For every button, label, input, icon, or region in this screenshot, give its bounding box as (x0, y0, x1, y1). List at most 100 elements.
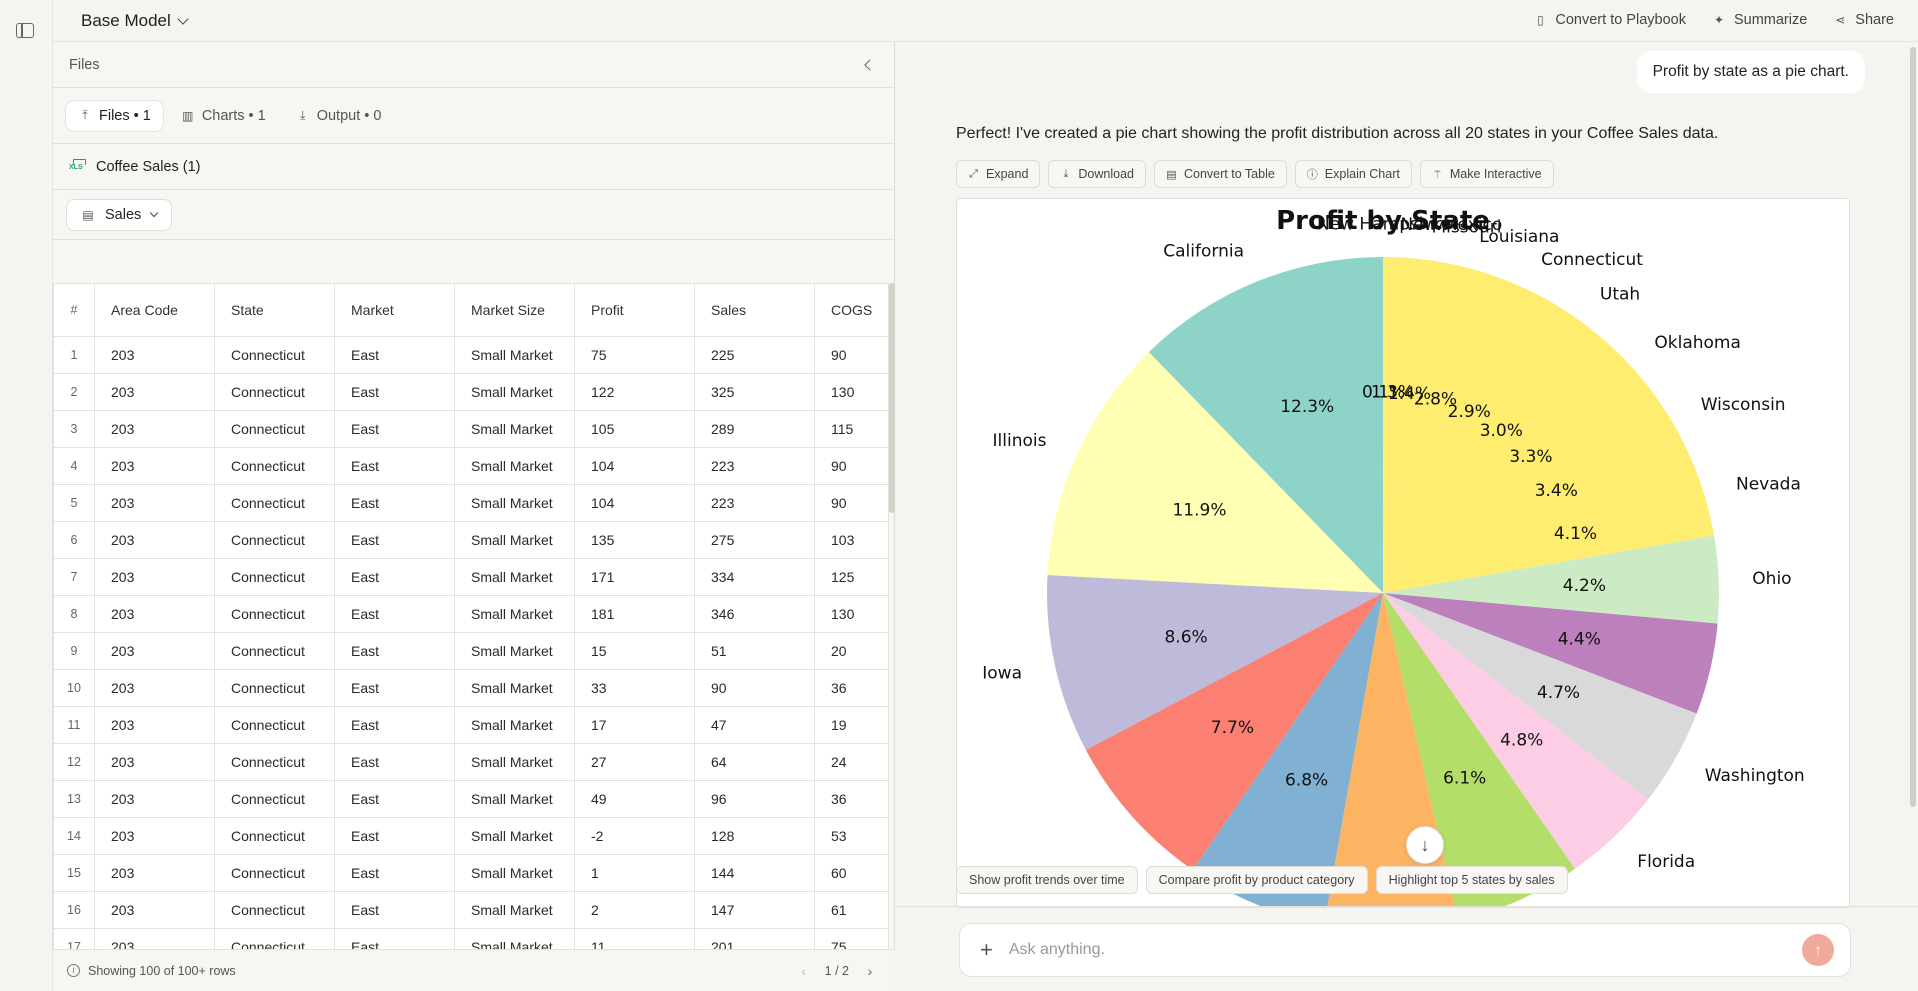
collapse-panel-icon[interactable] (864, 58, 876, 71)
table-cell: 289 (694, 410, 815, 448)
table-row[interactable]: 15 203 Connecticut East Small Market 1 144 60 (53, 854, 889, 892)
add-attachment-icon[interactable]: + (980, 937, 993, 962)
column-header[interactable]: Sales (694, 283, 815, 337)
table-row[interactable]: 2 203 Connecticut East Small Market 122 325 130 (53, 373, 889, 411)
table-row[interactable]: 8 203 Connecticut East Small Market 181 346 130 (53, 595, 889, 633)
tab-files[interactable]: ⤒ Files • 1 (66, 100, 163, 131)
table-cell: East (334, 447, 455, 485)
table-cell: 14 (53, 817, 95, 855)
table-cell: East (334, 817, 455, 855)
download-button[interactable]: ⤓ Download (1048, 160, 1146, 188)
tab-output[interactable]: ⤓ Output • 0 (284, 101, 394, 131)
pie-state-label: Florida (1637, 852, 1695, 872)
sheet-name: Sales (105, 206, 142, 223)
table-cell: Connecticut (214, 669, 335, 707)
table-row[interactable]: 16 203 Connecticut East Small Market 2 147 61 (53, 891, 889, 929)
column-header[interactable]: Profit (574, 283, 695, 337)
column-header[interactable]: State (214, 283, 335, 337)
model-selector[interactable]: Base Model (81, 11, 189, 31)
next-page-icon[interactable]: › (867, 962, 873, 979)
table-row[interactable]: 11 203 Connecticut East Small Market 17 47 19 (53, 706, 889, 744)
tab-output-label: Output • 0 (316, 107, 382, 124)
convert-to-table-button[interactable]: ▤ Convert to Table (1154, 160, 1287, 188)
table-cell: Connecticut (214, 484, 335, 522)
pie-slice (1383, 340, 1652, 593)
pie-state-label: Nevada (1736, 474, 1801, 494)
table-cell: 1 (574, 854, 695, 892)
convert-to-playbook-button[interactable]: ▯ Convert to Playbook (1533, 12, 1686, 28)
divider (896, 906, 1918, 907)
chat-scrollbar[interactable] (1910, 47, 1916, 807)
assistant-message: Perfect! I've created a pie chart showin… (956, 125, 1719, 142)
table-row[interactable]: 3 203 Connecticut East Small Market 105 289 115 (53, 410, 889, 448)
sheet-selector[interactable]: ▤ Sales (66, 198, 173, 231)
table-cell: 171 (574, 558, 695, 596)
vertical-scrollbar[interactable] (889, 283, 895, 513)
table-row[interactable]: 5 203 Connecticut East Small Market 104 223 90 (53, 484, 889, 522)
table-row[interactable]: 13 203 Connecticut East Small Market 49 96 36 (53, 780, 889, 818)
table-cell: 122 (574, 373, 695, 411)
column-header[interactable]: Market Size (454, 283, 575, 337)
table-cell: 105 (574, 410, 695, 448)
file-name: Coffee Sales (1) (96, 158, 201, 175)
chat-input[interactable] (1008, 941, 1802, 959)
info-icon: ⓘ (1306, 169, 1318, 181)
table-row[interactable]: 9 203 Connecticut East Small Market 15 51 20 (53, 632, 889, 670)
sidebar-toggle-icon[interactable] (16, 23, 34, 38)
column-header[interactable]: COGS (814, 283, 889, 337)
chart-title: Profit by State (1276, 206, 1490, 236)
pie-slice (1383, 391, 1689, 593)
table-cell: Small Market (454, 595, 575, 633)
table-cell: 90 (814, 336, 889, 374)
table-cell: 6 (53, 521, 95, 559)
chevron-down-icon (150, 208, 159, 217)
pie-state-label: Louisiana (1479, 227, 1559, 247)
send-button[interactable]: ↑ (1802, 934, 1834, 966)
column-header[interactable]: # (53, 283, 95, 337)
summarize-label: Summarize (1733, 12, 1808, 28)
table-cell: Small Market (454, 521, 575, 559)
table-row[interactable]: 7 203 Connecticut East Small Market 171 334 125 (53, 558, 889, 596)
suggestion-chip[interactable]: Highlight top 5 states by sales (1375, 866, 1568, 894)
table-cell: 2 (574, 891, 695, 929)
data-table-container[interactable]: # Area Code State Market Market Size Profit Sa… (53, 283, 895, 991)
table-row[interactable]: 14 203 Connecticut East Small Market -2 128 53 (53, 817, 889, 855)
table-cell: East (334, 854, 455, 892)
pagination: ‹ 1 / 2 › (797, 962, 877, 979)
share-button[interactable]: ⋖ Share (1833, 12, 1894, 28)
explain-chart-button[interactable]: ⓘ Explain Chart (1294, 160, 1412, 188)
table-row[interactable]: 4 203 Connecticut East Small Market 104 223 90 (53, 447, 889, 485)
column-header[interactable]: Area Code (94, 283, 215, 337)
table-cell: Small Market (454, 410, 575, 448)
pie-slice (1047, 575, 1383, 750)
table-cell: 128 (694, 817, 815, 855)
table-row[interactable]: 1 203 Connecticut East Small Market 75 225 90 (53, 336, 889, 374)
pie-percent-label: 3.0% (1480, 421, 1523, 441)
table-row[interactable]: 12 203 Connecticut East Small Market 27 64 24 (53, 743, 889, 781)
table-cell: 203 (94, 558, 215, 596)
scroll-down-button[interactable]: ↓ (1406, 826, 1444, 864)
pie-percent-label: 8.6% (1164, 627, 1207, 647)
expand-button[interactable]: ⤢ Expand (956, 160, 1041, 188)
pie-percent-label: 6.8% (1285, 771, 1328, 791)
table-cell: East (334, 669, 455, 707)
column-header[interactable]: Market (334, 283, 455, 337)
summarize-button[interactable]: ✦ Summarize (1712, 12, 1807, 28)
suggestion-chip[interactable]: Show profit trends over time (956, 866, 1138, 894)
suggestion-chip[interactable]: Compare profit by product category (1145, 866, 1368, 894)
table-cell: 203 (94, 373, 215, 411)
pie-state-label: Wisconsin (1701, 395, 1786, 415)
table-cell: 223 (694, 447, 815, 485)
table-row[interactable]: 6 203 Connecticut East Small Market 135 275 103 (53, 521, 889, 559)
table-cell: Connecticut (214, 743, 335, 781)
table-cell: 203 (94, 447, 215, 485)
prev-page-icon[interactable]: ‹ (801, 962, 806, 979)
pie-percent-label: 6.1% (1443, 768, 1486, 788)
file-item[interactable]: Coffee Sales (1) (53, 144, 894, 190)
table-row[interactable]: 10 203 Connecticut East Small Market 33 90 36 (53, 669, 889, 707)
make-interactive-button[interactable]: ⚚ Make Interactive (1419, 160, 1554, 188)
tab-charts[interactable]: ▥ Charts • 1 (169, 101, 278, 131)
table-cell: 203 (94, 817, 215, 855)
table-cell: Small Market (454, 891, 575, 929)
table-cell: East (334, 484, 455, 522)
